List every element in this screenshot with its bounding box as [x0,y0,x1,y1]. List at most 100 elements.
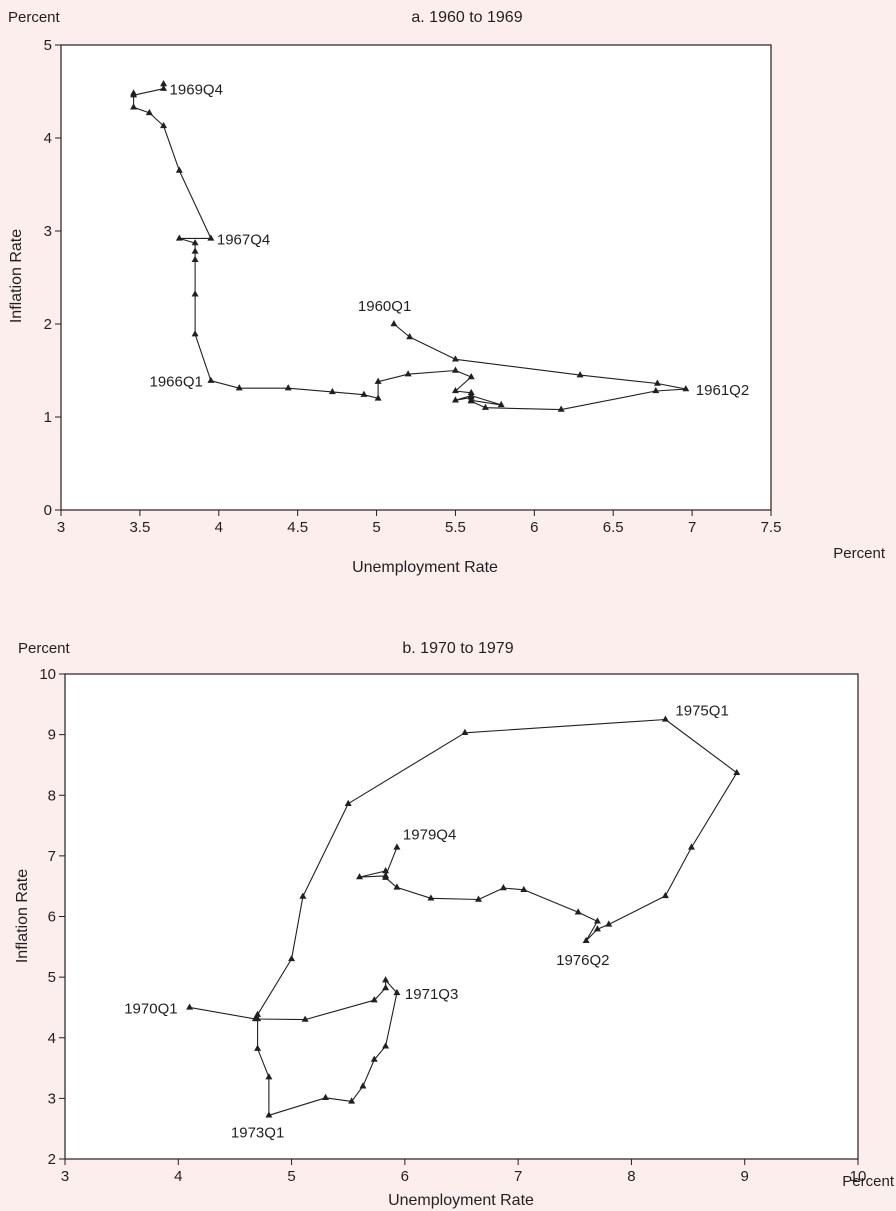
panel-b-y-tick-label: 6 [48,909,56,926]
panel-a-data-point [390,320,398,327]
panel-a-y-tick-label: 4 [44,130,52,147]
panel-a-data-point [682,385,690,392]
panel-b-data-point [582,936,590,943]
panel-a-x-unit: Percent [833,545,886,562]
panel-b-annotation: 1973Q1 [231,1124,284,1141]
panel-b-y-tick-label: 9 [48,727,56,744]
panel-b-data-point [265,1111,273,1118]
panel-b-y-tick-label: 5 [48,969,56,986]
panel-a-data-point [160,84,168,91]
panel-a-data-point [374,377,382,384]
panel-b-y-tick-label: 10 [39,666,56,683]
panel-b-data-point [370,996,378,1003]
panel-a-plot-area [60,44,772,511]
panel-a-annotation: 1969Q4 [170,82,223,99]
panel-a-data-point [130,91,138,98]
panel-a-title: a. 1960 to 1969 [411,9,522,26]
panel-b-x-tick-label: 6 [401,1168,409,1185]
panel-a-y-tick-label: 1 [44,409,52,426]
panel-b-annotation: 1975Q1 [675,702,728,719]
panel-b-annotation: 1971Q3 [405,986,458,1003]
panel-b-x-tick-label: 9 [741,1168,749,1185]
panel-a-data-point [467,388,475,396]
panel-a-data-point [576,371,584,378]
panel-b-data-point [605,920,613,927]
panel-a-data-point [191,255,199,263]
panel-a-x-tick-label: 6.5 [603,519,624,536]
panel-a-data-point [175,234,183,241]
panel-b-annotation: 1976Q2 [556,952,609,969]
panel-a-data-point [497,400,505,408]
panel-b-data-point [687,843,695,850]
panel-b-1970-1979: b. 1970 to 1979 Percent Percent Unemploy… [14,640,895,1209]
panel-a-series-line [133,84,687,411]
panel-b-data-point [733,768,741,776]
panel-b-data-point [574,908,582,915]
panel-a-data-point [191,330,199,337]
panel-b-data-point [520,885,528,893]
panel-a-data-point [284,384,292,391]
panel-b-data-point [299,892,307,899]
panel-a-annotation: 1967Q4 [217,231,270,248]
panel-b-data-point [322,1093,330,1100]
panel-b-y-tick-label: 4 [48,1030,56,1047]
panel-a-x-tick-label: 6 [530,519,538,536]
panel-a-data-point [160,121,168,129]
panel-b-annotations: 1970Q1 1971Q3 1973Q1 1975Q1 1976Q2 1979Q4 [124,702,729,1141]
panel-b-x-tick-label: 8 [627,1168,635,1185]
panel-b-data-point [382,1042,390,1049]
panel-a-y-tick-label: 5 [44,37,52,54]
panel-a-data-point [467,373,475,380]
panel-b-data-point [382,867,390,874]
panel-b-data-point [461,728,469,736]
panel-b-data-point [254,1044,262,1051]
panel-a-data-point [328,387,336,395]
panel-b-data-point [348,1097,356,1104]
panel-a-data-point [406,333,414,340]
panel-a-data-point [191,247,199,254]
panel-b-data-point [661,891,669,899]
panel-a-annotation: 1960Q1 [358,298,411,315]
panel-b-data-point [356,873,364,880]
panel-a-x-axis-label: Unemployment Rate [352,559,498,576]
panel-b-data-point [593,925,601,932]
panel-a-data-point [175,166,183,173]
panel-b-x-tick-label: 4 [174,1168,182,1185]
panel-b-data-point [254,1010,262,1017]
panel-b-y-unit: Percent [18,640,71,657]
panel-b-data-point [288,954,296,962]
panel-a-data-point [160,80,168,87]
panel-b-data-point [382,984,390,991]
panel-b-data-point [370,1055,378,1062]
panel-a-data-point [481,403,489,410]
panel-a-y-axis-label: Inflation Rate [8,229,25,323]
panel-a-data-point [451,355,459,362]
panel-a-x-tick-label: 7 [688,519,696,536]
panel-b-series-line [189,718,738,1116]
panel-a-x-tick-label: 3.5 [129,519,150,536]
panel-b-data-point [661,715,669,722]
panel-a-x-tick-label: 3 [57,519,65,536]
panel-a-data-point [557,405,565,412]
panel-a-data-point [451,366,459,373]
panel-a-data-point [145,108,153,116]
panel-a-y-tick-label: 3 [44,223,52,240]
panel-a-data-point [207,376,215,383]
panel-b-plot-area [64,673,859,1160]
panel-b-data-point [301,1015,309,1022]
panel-a-data-point [451,396,459,403]
panel-b-data-point [393,883,401,890]
panel-a-data-point [374,394,382,401]
panel-a-data-point [207,234,215,241]
panel-a-series [130,80,690,412]
panel-b-data-point [427,894,435,901]
panel-b-data-point [593,917,601,924]
panel-a-data-point [451,386,459,394]
panel-b-data-point [382,871,390,879]
panel-a-data-point [130,103,138,110]
panel-b-y-axis-label: Inflation Rate [14,869,31,963]
panel-a-data-point [191,290,199,297]
panel-b-annotation: 1970Q1 [124,1000,177,1017]
